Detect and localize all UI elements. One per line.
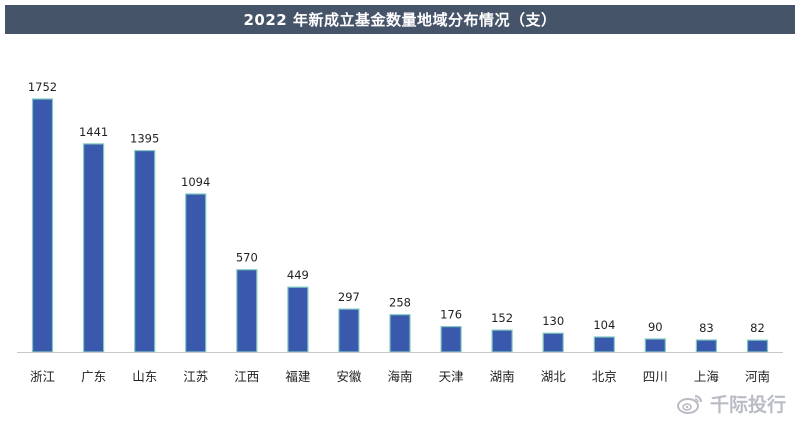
value-label: 90 (648, 320, 663, 334)
bar-1 (31, 98, 54, 353)
bar-11 (542, 332, 564, 353)
x-tick-label: 河南 (745, 369, 770, 384)
chart-title: 2022 年新成立基金数量地域分布情况（支） (5, 5, 795, 34)
weibo-icon (676, 394, 702, 414)
bar-10 (491, 329, 513, 353)
value-label: 570 (236, 251, 258, 265)
value-label: 152 (491, 311, 513, 325)
value-label: 176 (440, 308, 462, 322)
value-label: 1094 (181, 175, 210, 189)
bar-5 (236, 269, 258, 353)
bar-8 (389, 314, 411, 353)
watermark-text: 千际投行 (709, 394, 786, 416)
value-label: 104 (593, 318, 615, 332)
x-tick-label: 江西 (234, 369, 259, 384)
x-tick-label: 山东 (132, 369, 157, 384)
x-tick-label: 北京 (592, 369, 617, 384)
bar-9 (440, 326, 462, 353)
x-tick-label: 天津 (439, 369, 464, 384)
value-label: 82 (750, 321, 765, 335)
bar-3 (134, 150, 156, 353)
value-label: 130 (542, 314, 564, 328)
x-tick-label: 安徽 (336, 369, 362, 384)
bar-6 (287, 286, 309, 353)
x-tick-label: 湖北 (541, 369, 567, 384)
x-tick-label: 浙江 (30, 369, 55, 384)
x-tick-label: 福建 (285, 369, 311, 384)
value-label: 258 (389, 296, 411, 310)
value-label: 83 (699, 321, 714, 335)
x-tick-label: 江苏 (183, 369, 208, 384)
x-tick-label: 湖南 (490, 369, 515, 384)
bar-7 (338, 308, 360, 353)
x-tick-label: 广东 (81, 369, 106, 384)
bar-2 (82, 143, 105, 353)
bar-14 (695, 339, 718, 353)
bar-13 (644, 338, 666, 353)
value-label: 1395 (130, 132, 159, 146)
value-label: 1441 (79, 125, 108, 139)
bar-12 (593, 336, 615, 353)
bar-4 (185, 193, 207, 353)
value-label: 1752 (28, 80, 57, 94)
value-label: 297 (338, 290, 360, 304)
bar-15 (746, 339, 769, 353)
x-tick-label: 海南 (387, 369, 412, 384)
watermark: 千际投行 (676, 390, 786, 417)
x-tick-label: 上海 (694, 369, 720, 384)
value-label: 449 (287, 268, 309, 282)
x-tick-label: 四川 (643, 369, 668, 384)
